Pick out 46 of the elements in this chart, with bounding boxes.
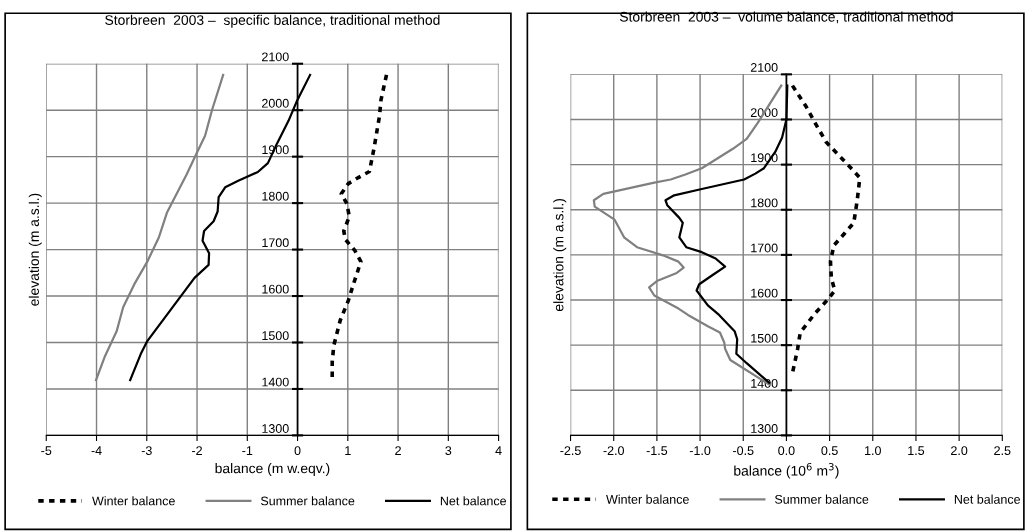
y-tick-label: 1800 — [751, 198, 778, 208]
x-tick-label: -2.5 — [560, 446, 581, 456]
legend-label: Winter balance — [606, 494, 689, 504]
x-tick-label: -2.0 — [603, 446, 624, 456]
y-tick-label: 1700 — [751, 243, 778, 253]
y-tick-label: 1300 — [751, 424, 778, 433]
y-tick-label: 1600 — [262, 284, 289, 294]
legend-label: Net balance — [954, 494, 1021, 504]
y-axis-title: elevation (m a.s.l.) — [28, 193, 42, 306]
y-tick-label: 2000 — [262, 98, 289, 108]
x-tick-label: -4 — [91, 446, 102, 455]
y-tick-label: 1600 — [751, 288, 778, 298]
y-tick-label: 1800 — [262, 191, 289, 201]
x-tick-label: 2.0 — [951, 446, 968, 456]
x-tick-label: -1.0 — [689, 446, 711, 456]
y-tick-label: 1400 — [262, 377, 289, 387]
x-tick-label: -3 — [141, 446, 152, 456]
y-tick-label: 2100 — [262, 52, 289, 62]
y-tick-label: 1300 — [262, 424, 289, 433]
x-tick-label: 0.0 — [778, 446, 795, 456]
x-tick-label: 0.5 — [821, 446, 838, 456]
x-tick-label: 1.0 — [865, 446, 881, 456]
x-tick-label: -1 — [242, 446, 253, 455]
x-tick-label: -2 — [192, 446, 202, 455]
x-tick-label: 1 — [345, 446, 351, 455]
x-tick-label: -1.5 — [646, 446, 668, 456]
x-axis-title: balance (m w.eqv.) — [215, 463, 330, 476]
x-tick-label: 1.5 — [908, 446, 925, 456]
x-tick-label: 0 — [294, 446, 301, 456]
x-axis-title: balance (10$^{6}$ m$^{3}$) — [734, 463, 839, 479]
chart-title: Storbreen 2003 – specific balance, traditional method — [105, 14, 440, 28]
x-tick-label: -0.5 — [733, 446, 754, 456]
x-tick-label: 3 — [445, 446, 452, 456]
legend-label: Winter balance — [92, 496, 175, 506]
x-tick-label: 2.5 — [994, 446, 1011, 456]
x-tick-label: 2 — [395, 446, 401, 455]
legend-label: Summer balance — [774, 494, 869, 504]
x-tick-label: 4 — [495, 446, 502, 455]
legend-label: Net balance — [440, 496, 507, 506]
legend-label: Summer balance — [260, 496, 355, 506]
y-tick-label: 1700 — [262, 238, 289, 248]
y-axis-title: elevation (m a.s.l.) — [553, 199, 567, 312]
x-tick-label: -5 — [41, 446, 52, 456]
y-tick-label: 1500 — [751, 333, 778, 343]
y-tick-label: 1500 — [262, 331, 289, 341]
y-tick-label: 2100 — [750, 63, 778, 72]
